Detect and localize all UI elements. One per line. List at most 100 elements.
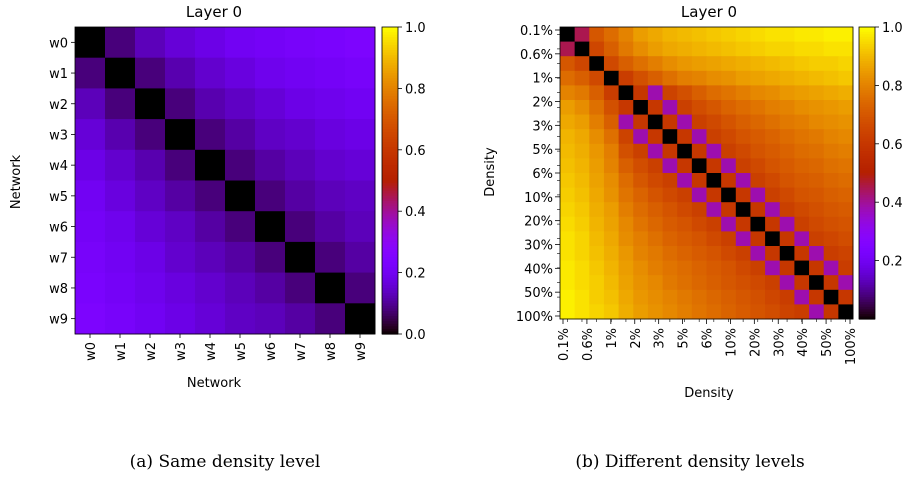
colorbar-segment — [859, 241, 875, 245]
colorbar-segment — [859, 168, 875, 172]
heatmap-cell — [574, 289, 590, 305]
heatmap-cell — [691, 304, 707, 320]
heatmap-cell — [765, 114, 781, 130]
heatmap-cell — [560, 304, 576, 320]
colorbar-segment — [382, 180, 398, 184]
heatmap-cell — [691, 129, 707, 145]
colorbar-segment — [859, 41, 875, 45]
colorbar-segment — [382, 252, 398, 256]
heatmap-cell — [285, 211, 316, 243]
x-tick-label: 50% — [820, 328, 835, 357]
colorbar-segment — [382, 62, 398, 66]
heatmap-cell — [603, 231, 619, 247]
x-tick-label: 5% — [677, 328, 692, 349]
heatmap-cell — [823, 143, 839, 159]
heatmap-cell — [165, 241, 196, 273]
colorbar-segment — [382, 98, 398, 102]
colorbar-segment — [859, 299, 875, 303]
colorbar-segment — [382, 147, 398, 151]
heatmap-cell — [574, 129, 590, 145]
heatmap-cell — [647, 202, 663, 218]
heatmap-cell — [195, 241, 226, 273]
heatmap-cell — [823, 275, 839, 291]
heatmap-cell — [589, 27, 605, 42]
heatmap-cell — [691, 41, 707, 57]
heatmap-cell — [255, 241, 286, 273]
heatmap-cell — [735, 187, 751, 203]
heatmap-cell — [285, 27, 316, 59]
heatmap-cell — [633, 41, 649, 57]
heatmap-cell — [560, 114, 576, 130]
heatmap-cell — [691, 100, 707, 115]
heatmap-cell — [225, 27, 256, 59]
heatmap-cell — [691, 173, 707, 188]
heatmap-cell — [809, 187, 825, 203]
heatmap-cell — [574, 231, 590, 247]
colorbar-segment — [859, 248, 875, 252]
heatmap-cell — [677, 70, 693, 86]
colorbar-segment — [382, 93, 398, 97]
heatmap-cell — [750, 70, 766, 86]
colorbar-segment — [382, 52, 398, 56]
colorbar-segment — [859, 129, 875, 133]
colorbar-segment — [859, 136, 875, 140]
heatmap-cell — [823, 56, 839, 72]
colorbar-segment — [382, 257, 398, 261]
heatmap-cell — [706, 275, 722, 291]
heatmap-cell — [823, 202, 839, 218]
colorbar-segment — [859, 192, 875, 196]
heatmap-cell — [662, 231, 678, 247]
colorbar-segment — [382, 318, 398, 322]
colorbar-segment — [382, 32, 398, 36]
heatmap-cell — [647, 173, 663, 188]
colorbar-tick-label: 0.4 — [882, 196, 903, 211]
colorbar-segment — [382, 113, 398, 118]
colorbar-segment — [859, 153, 875, 157]
heatmap-cell — [574, 56, 590, 72]
heatmap-cell — [662, 56, 678, 72]
heatmap-cell — [809, 260, 825, 276]
colorbar-segment — [382, 259, 398, 263]
colorbar-segment — [382, 67, 398, 72]
heatmap-cell — [618, 143, 634, 159]
heatmap-cell — [195, 272, 226, 304]
colorbar-segment — [382, 154, 398, 159]
colorbar-segment — [382, 185, 398, 189]
colorbar-segment — [859, 100, 875, 104]
heatmap-cell — [345, 27, 376, 59]
colorbar-segment — [859, 78, 875, 82]
heatmap-cell — [75, 119, 106, 151]
heatmap-cell — [735, 304, 751, 320]
heatmap-cell — [135, 27, 166, 59]
y-tick-label: w1 — [49, 67, 68, 82]
heatmap-cell — [633, 85, 649, 101]
colorbar-segment — [382, 239, 398, 243]
x-axis-label-b: Density — [684, 386, 734, 401]
y-tick-label: w3 — [49, 128, 68, 143]
heatmap-cell — [75, 211, 106, 243]
heatmap-cell — [750, 231, 766, 247]
heatmap-cell — [677, 114, 693, 130]
heatmap-cell — [809, 202, 825, 218]
heatmap-cell — [647, 100, 663, 115]
heatmap-cell — [706, 246, 722, 261]
colorbar-segment — [382, 188, 398, 192]
colorbar-segment — [382, 27, 398, 31]
heatmap-cell — [225, 303, 256, 335]
colorbar-segment — [382, 323, 398, 327]
colorbar-segment — [382, 177, 398, 182]
colorbar-segment — [859, 63, 875, 67]
colorbar-segment — [859, 29, 875, 33]
heatmap-cell — [721, 202, 737, 218]
heatmap-cell — [560, 56, 576, 72]
heatmap-cell — [589, 275, 605, 291]
heatmap-cell — [750, 100, 766, 115]
colorbar-segment — [859, 177, 875, 181]
heatmap-cell — [735, 114, 751, 130]
colorbar-segment — [382, 157, 398, 161]
colorbar-segment — [382, 142, 398, 146]
colorbar-segment — [859, 238, 875, 242]
colorbar-segment — [859, 102, 875, 106]
heatmap-cell — [794, 202, 810, 218]
heatmap-cell — [662, 289, 678, 305]
